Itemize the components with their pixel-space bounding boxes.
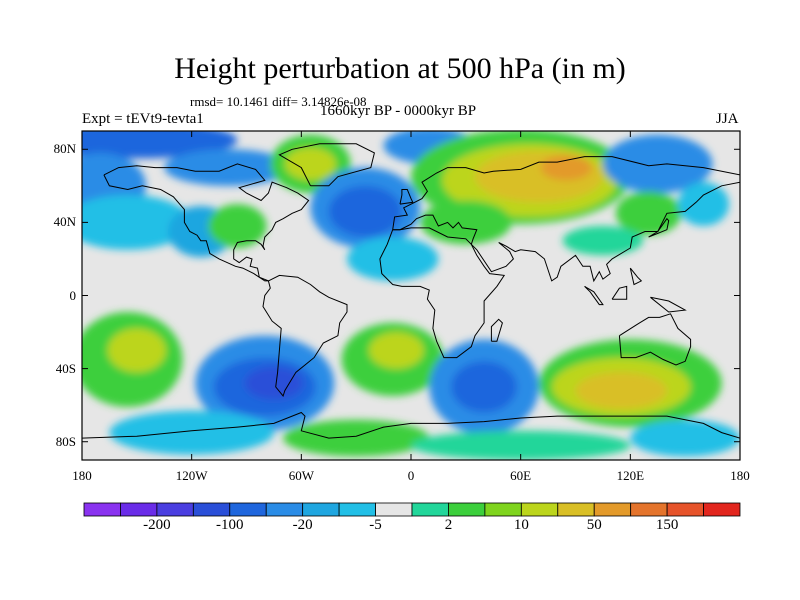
lat-tick-label: 0: [69, 287, 77, 303]
plot-title: Height perturbation at 500 hPa (in m): [174, 52, 626, 85]
lat-tick-label: 40S: [55, 360, 76, 376]
field-anomaly: [540, 154, 592, 181]
field-anomaly: [602, 134, 713, 194]
period-label: 1660kyr BP - 0000kyr BP: [320, 103, 477, 119]
season-label: JJA: [716, 111, 739, 127]
field-anomaly: [411, 430, 631, 460]
colorbar-label: 2: [444, 517, 453, 533]
field-anomaly: [284, 147, 337, 181]
field-anomaly: [575, 372, 667, 409]
lon-tick-label: 60E: [510, 468, 532, 483]
coastline: [278, 143, 375, 187]
lat-tick-label: 80S: [55, 433, 76, 449]
coastline: [399, 189, 414, 205]
field-anomaly: [630, 419, 740, 457]
coastline: [650, 296, 687, 313]
coastline: [392, 156, 740, 283]
coastline: [629, 267, 643, 286]
coastline: [103, 163, 310, 282]
coastline: [82, 411, 740, 439]
coastlines: [82, 143, 740, 439]
colorbar-label: -100: [216, 517, 244, 533]
colorbar-label: -5: [369, 517, 382, 533]
field-anomaly: [615, 191, 682, 236]
colorbar-label: -20: [292, 517, 313, 533]
lat-tick-label: 80N: [53, 141, 76, 157]
coastline: [618, 313, 692, 366]
coastline: [584, 285, 604, 306]
field-anomaly: [368, 332, 424, 369]
field-anomaly: [347, 237, 439, 281]
coastline: [648, 217, 670, 238]
lat-tick-label: 40N: [53, 214, 76, 230]
coastline: [262, 274, 348, 398]
field-anomaly: [283, 419, 430, 457]
field-anomaly: [420, 200, 512, 245]
lon-tick-label: 180: [730, 468, 750, 483]
experiment-label: Expt = tEVt9-tevta1: [82, 111, 204, 127]
field-anomaly: [107, 328, 167, 373]
field-anomaly: [82, 194, 192, 250]
field-anomaly: [109, 410, 274, 455]
colorbar-label: 10: [513, 517, 529, 533]
colorbar-label: -200: [143, 517, 171, 533]
lon-tick-label: 0: [407, 468, 415, 483]
coastline: [379, 227, 506, 359]
axis-ticks: [81, 131, 741, 460]
field-anomaly: [328, 185, 402, 238]
field-anomaly: [451, 361, 518, 413]
field-anomaly: [562, 226, 644, 256]
field-anomaly: [677, 182, 730, 227]
stats-line: rmsd= 10.1461 diff= 3.14826e-08: [190, 94, 367, 109]
colorbar-label: 50: [586, 517, 602, 533]
lon-tick-label: 120W: [175, 468, 208, 483]
field-anomaly: [208, 204, 267, 248]
colorbar-label: 150: [655, 517, 679, 533]
lon-tick-label: 60W: [288, 468, 314, 483]
field-anomaly: [244, 366, 304, 400]
height-field: [82, 131, 740, 460]
lon-tick-label: 180: [72, 468, 92, 483]
coastline: [490, 318, 503, 342]
coastline: [611, 285, 628, 300]
lon-tick-label: 120E: [616, 468, 645, 483]
